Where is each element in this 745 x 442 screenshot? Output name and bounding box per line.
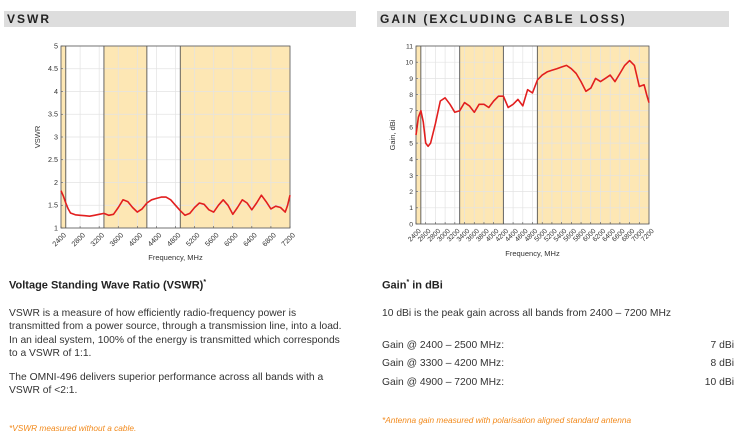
vswr-subheading-text: Voltage Standing Wave Ratio (VSWR) xyxy=(9,279,204,292)
y-tick-label: 10 xyxy=(405,60,413,67)
gain-footnote: *Antenna gain measured with polarisation… xyxy=(382,415,632,425)
frequency-band xyxy=(537,46,649,224)
y-tick-label: 0 xyxy=(409,221,413,228)
y-tick-label: 1 xyxy=(54,223,58,232)
gain-subheading-text: Gain xyxy=(382,279,407,292)
x-tick-label: 6000 xyxy=(222,231,240,249)
y-tick-label: 4 xyxy=(409,157,413,164)
gain-subheading: Gain* in dBi xyxy=(382,279,443,292)
y-axis-label: Gain, dBi xyxy=(388,119,397,150)
vswr-footnote: *VSWR measured without a cable. xyxy=(9,423,137,433)
gain-row-value: 7 dBi xyxy=(710,340,734,351)
y-tick-label: 1.5 xyxy=(48,201,58,210)
x-tick-label: 4800 xyxy=(165,231,183,249)
y-tick-label: 7 xyxy=(409,108,413,115)
y-axis-label: VSWR xyxy=(33,125,42,148)
series-line xyxy=(415,59,650,148)
x-tick-label: 3600 xyxy=(108,231,126,249)
y-tick-label: 2 xyxy=(54,178,58,187)
gain-chart: 0123456789101124002600280030003200340036… xyxy=(388,43,656,258)
vswr-subheading-mark: * xyxy=(203,279,207,286)
x-axis-label: Frequency, MHz xyxy=(505,249,560,258)
x-tick-label: 7200 xyxy=(279,231,297,249)
y-tick-label: 11 xyxy=(406,43,413,50)
y-tick-label: 2.5 xyxy=(48,155,58,164)
series-line xyxy=(60,190,291,217)
y-tick-label: 3 xyxy=(54,132,58,141)
y-tick-label: 6 xyxy=(409,124,413,131)
x-tick-label: 5200 xyxy=(184,231,202,249)
x-tick-label: 3200 xyxy=(88,231,106,249)
frequency-band xyxy=(416,46,421,224)
y-tick-label: 4 xyxy=(54,87,58,96)
x-axis-label: Frequency, MHz xyxy=(148,253,203,262)
vswr-section-header: VSWR xyxy=(4,11,356,27)
y-tick-label: 9 xyxy=(409,76,413,83)
vswr-performance-text: The OMNI-496 delivers superior performan… xyxy=(9,372,324,397)
gain-row-value: 10 dBi xyxy=(704,377,734,388)
frequency-band xyxy=(459,46,504,224)
gain-row-label: Gain @ 2400 – 2500 MHz: xyxy=(382,340,505,351)
gain-section-header: GAIN (EXCLUDING CABLE LOSS) xyxy=(377,11,729,27)
y-tick-label: 1 xyxy=(409,205,413,212)
y-tick-label: 5 xyxy=(54,41,58,50)
x-tick-label: 2400 xyxy=(50,231,68,249)
y-tick-label: 3 xyxy=(409,173,413,180)
x-tick-label: 6400 xyxy=(241,231,259,249)
y-tick-label: 5 xyxy=(409,140,413,147)
gain-peak-text: 10 dBi is the peak gain across all bands… xyxy=(382,308,672,319)
x-tick-label: 4000 xyxy=(127,231,145,249)
x-tick-label: 5600 xyxy=(203,231,221,249)
vswr-chart: 1 1.5 2 2.5 3 3.5 4 4.5 5 2400 2800 3200 3600 4000 440… xyxy=(33,41,297,262)
x-tick-label: 4400 xyxy=(146,231,164,249)
vswr-subheading: Voltage Standing Wave Ratio (VSWR)* xyxy=(9,279,206,292)
gain-subheading-mark: * xyxy=(406,279,410,286)
gain-row-label: Gain @ 3300 – 4200 MHz: xyxy=(382,358,505,369)
y-tick-label: 3.5 xyxy=(48,110,58,119)
y-tick-label: 2 xyxy=(409,189,413,196)
gain-row-label: Gain @ 4900 – 7200 MHz: xyxy=(382,377,505,388)
gain-subheading-tail: in dBi xyxy=(409,279,443,292)
gain-row-value: 8 dBi xyxy=(710,358,734,369)
y-tick-label: 4.5 xyxy=(48,64,58,73)
y-tick-label: 8 xyxy=(409,92,413,99)
x-tick-label: 6800 xyxy=(260,231,278,249)
x-tick-label: 2800 xyxy=(69,231,87,249)
vswr-description: VSWR is a measure of how efficiently rad… xyxy=(9,308,342,359)
